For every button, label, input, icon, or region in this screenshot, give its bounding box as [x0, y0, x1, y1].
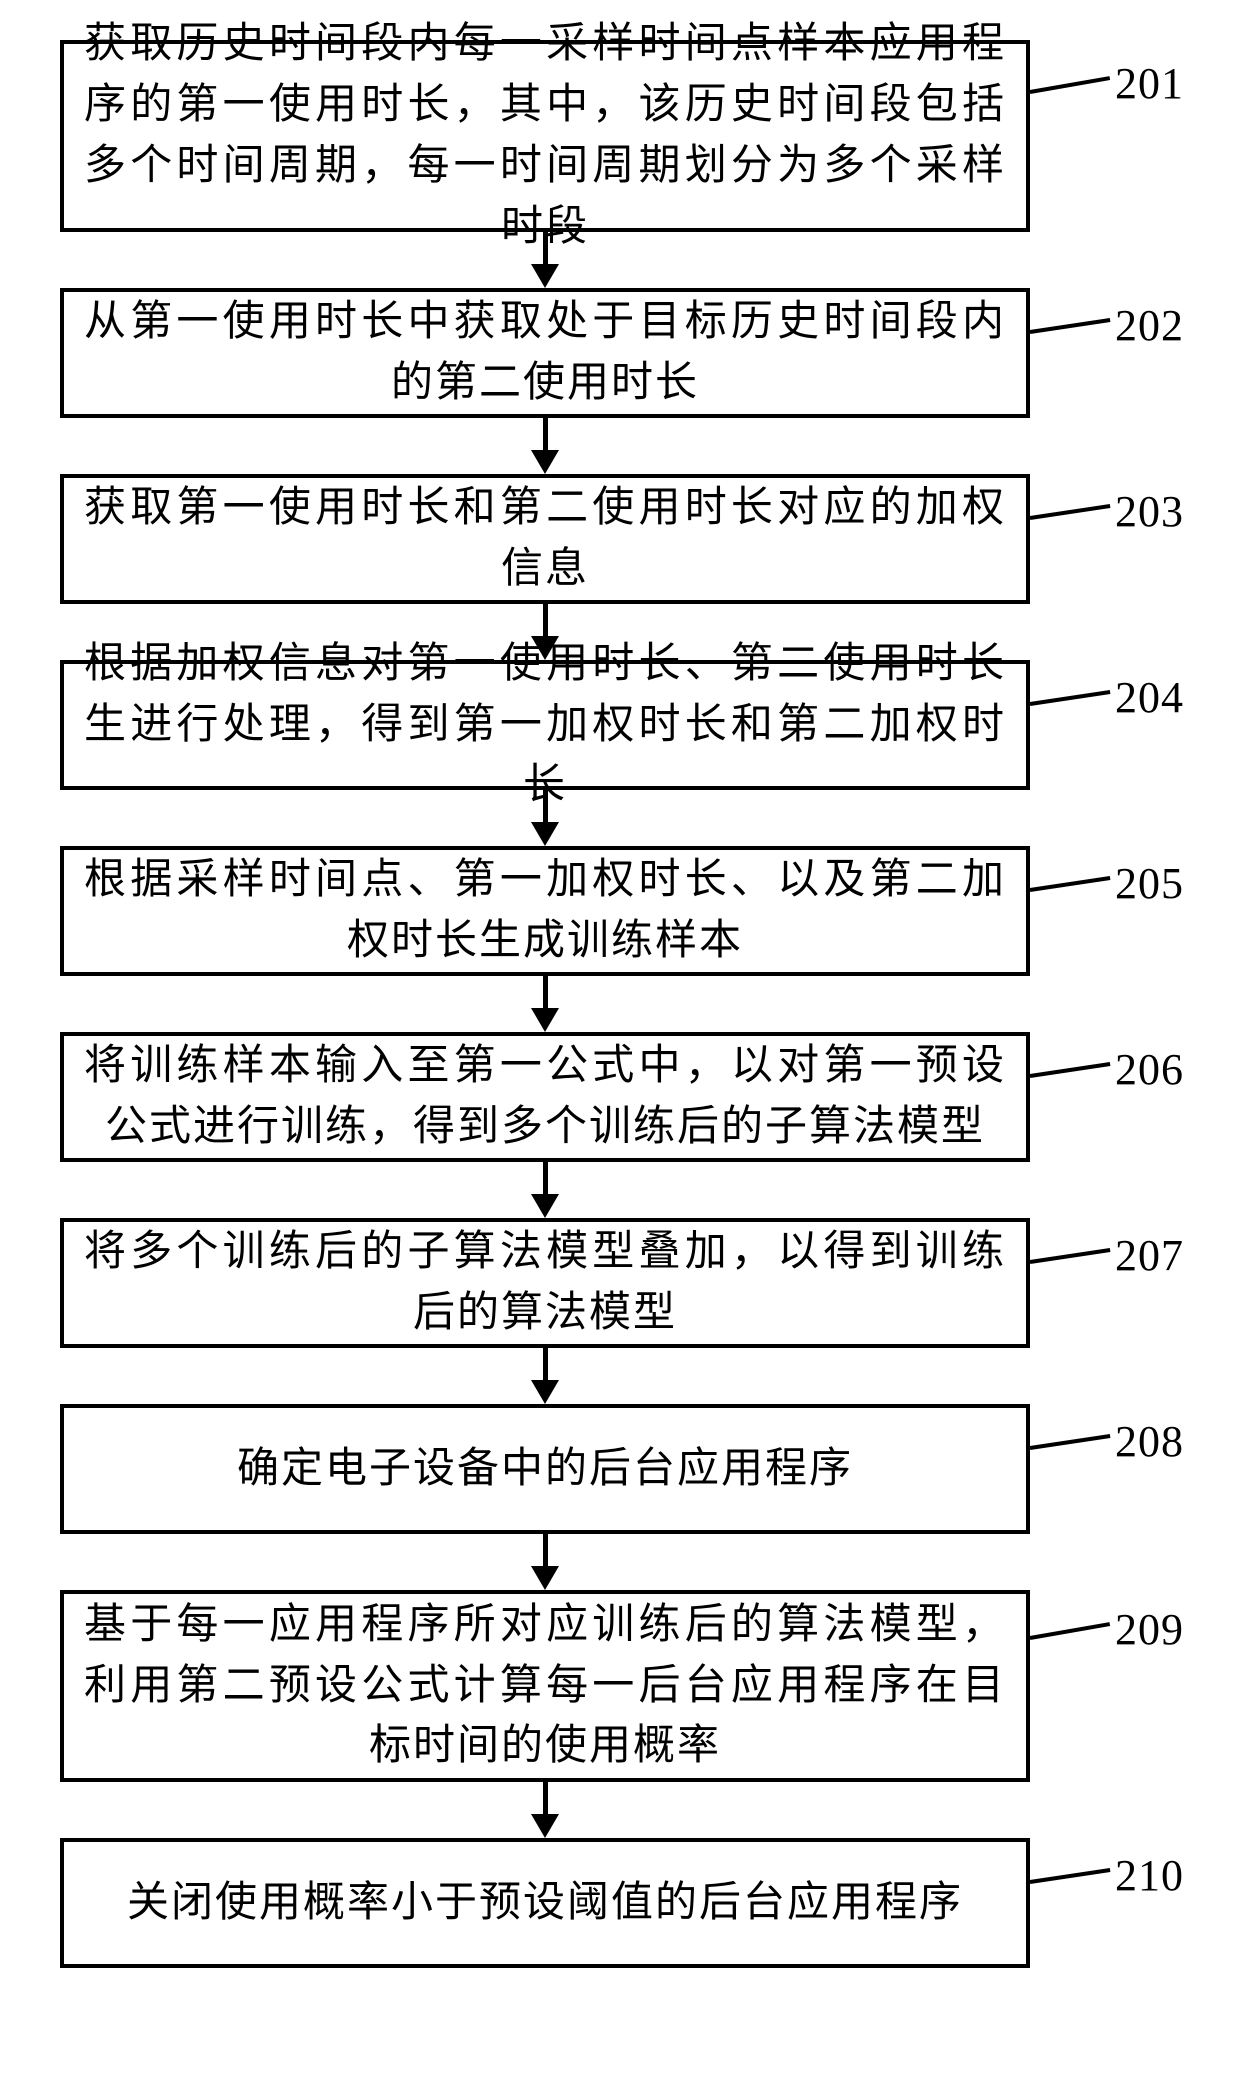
flow-step-text: 获取第一使用时长和第二使用时长对应的加权信息	[84, 478, 1006, 600]
flow-step-b209: 基于每一应用程序所对应训练后的算法模型，利用第二预设公式计算每一后台应用程序在目…	[60, 1590, 1030, 1782]
flow-step-text: 将多个训练后的子算法模型叠加，以得到训练后的算法模型	[84, 1222, 1006, 1344]
label-leader-line	[1030, 504, 1111, 520]
flow-connector	[543, 1162, 548, 1194]
flow-step-b208: 确定电子设备中的后台应用程序	[60, 1404, 1030, 1534]
flow-step-b201: 获取历史时间段内每一采样时间点样本应用程序的第一使用时长，其中，该历史时间段包括…	[60, 40, 1030, 232]
flow-step-number-208: 208	[1115, 1416, 1184, 1467]
label-leader-line	[1030, 690, 1111, 706]
flow-step-number-210: 210	[1115, 1850, 1184, 1901]
flow-connector-arrowhead	[531, 1566, 559, 1590]
label-leader-line	[1030, 76, 1111, 94]
flow-connector	[543, 976, 548, 1008]
flow-step-text: 根据采样时间点、第一加权时长、以及第二加权时长生成训练样本	[84, 850, 1006, 972]
label-leader-line	[1030, 318, 1111, 334]
flow-step-text: 确定电子设备中的后台应用程序	[237, 1439, 853, 1500]
flow-connector	[543, 1534, 548, 1566]
label-leader-line	[1030, 1062, 1111, 1078]
flow-step-b210: 关闭使用概率小于预设阈值的后台应用程序	[60, 1838, 1030, 1968]
flow-step-text: 关闭使用概率小于预设阈值的后台应用程序	[127, 1873, 963, 1934]
flow-step-text: 基于每一应用程序所对应训练后的算法模型，利用第二预设公式计算每一后台应用程序在目…	[84, 1595, 1006, 1778]
flow-connector	[543, 1348, 548, 1380]
flow-step-b207: 将多个训练后的子算法模型叠加，以得到训练后的算法模型	[60, 1218, 1030, 1348]
flow-connector-arrowhead	[531, 1194, 559, 1218]
label-leader-line	[1030, 1434, 1111, 1450]
flow-connector	[543, 232, 548, 264]
flow-connector-arrowhead	[531, 264, 559, 288]
flow-step-number-205: 205	[1115, 858, 1184, 909]
label-leader-line	[1030, 1622, 1111, 1640]
flow-connector-arrowhead	[531, 1380, 559, 1404]
flow-connector-arrowhead	[531, 636, 559, 660]
flow-step-b205: 根据采样时间点、第一加权时长、以及第二加权时长生成训练样本	[60, 846, 1030, 976]
label-leader-line	[1030, 1248, 1111, 1264]
flow-step-text: 从第一使用时长中获取处于目标历史时间段内的第二使用时长	[84, 292, 1006, 414]
flow-connector-arrowhead	[531, 822, 559, 846]
flow-step-number-209: 209	[1115, 1604, 1184, 1655]
flow-step-b203: 获取第一使用时长和第二使用时长对应的加权信息	[60, 474, 1030, 604]
flow-step-number-204: 204	[1115, 672, 1184, 723]
label-leader-line	[1030, 1868, 1111, 1884]
flow-step-number-206: 206	[1115, 1044, 1184, 1095]
flowchart-canvas: 获取历史时间段内每一采样时间点样本应用程序的第一使用时长，其中，该历史时间段包括…	[0, 0, 1240, 2076]
flow-step-text: 根据加权信息对第一使用时长、第二使用时长生进行处理，得到第一加权时长和第二加权时…	[84, 634, 1006, 817]
flow-connector	[543, 418, 548, 450]
flow-step-b204: 根据加权信息对第一使用时长、第二使用时长生进行处理，得到第一加权时长和第二加权时…	[60, 660, 1030, 790]
flow-connector-arrowhead	[531, 1814, 559, 1838]
flow-step-number-203: 203	[1115, 486, 1184, 537]
flow-connector	[543, 1782, 548, 1814]
flow-step-number-207: 207	[1115, 1230, 1184, 1281]
flow-connector-arrowhead	[531, 450, 559, 474]
label-leader-line	[1030, 876, 1111, 892]
flow-step-b202: 从第一使用时长中获取处于目标历史时间段内的第二使用时长	[60, 288, 1030, 418]
flow-step-text: 获取历史时间段内每一采样时间点样本应用程序的第一使用时长，其中，该历史时间段包括…	[84, 14, 1006, 258]
flow-step-number-201: 201	[1115, 58, 1184, 109]
flow-connector	[543, 604, 548, 636]
flow-step-text: 将训练样本输入至第一公式中，以对第一预设公式进行训练，得到多个训练后的子算法模型	[84, 1036, 1006, 1158]
flow-connector-arrowhead	[531, 1008, 559, 1032]
flow-step-b206: 将训练样本输入至第一公式中，以对第一预设公式进行训练，得到多个训练后的子算法模型	[60, 1032, 1030, 1162]
flow-connector	[543, 790, 548, 822]
flow-step-number-202: 202	[1115, 300, 1184, 351]
